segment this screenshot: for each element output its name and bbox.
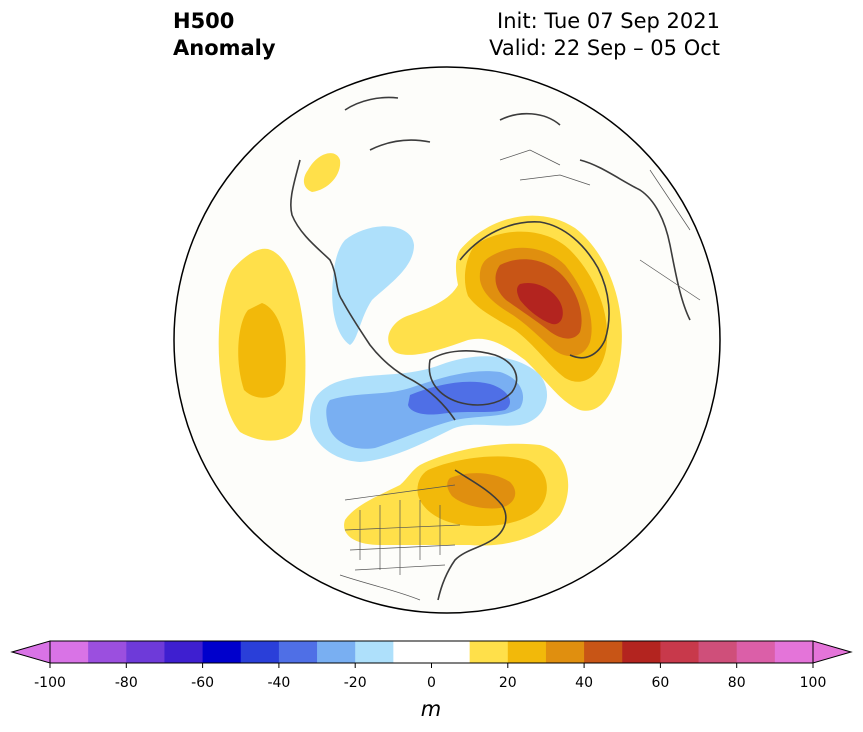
anomaly-eurasia-positive-50 bbox=[517, 282, 563, 325]
colorbar-segment bbox=[202, 641, 242, 663]
anomaly-arctic-negative bbox=[332, 226, 414, 345]
colorbar-tick-label: 40 bbox=[575, 675, 593, 691]
colorbar-tick-label: -100 bbox=[34, 675, 66, 691]
colorbar-segment bbox=[545, 641, 585, 663]
coastline-arctic-islands bbox=[344, 96, 561, 151]
colorbar-segment bbox=[698, 641, 738, 663]
border-states-1 bbox=[359, 500, 441, 575]
map-title: H500 Anomaly bbox=[173, 8, 276, 62]
init-date: Init: Tue 07 Sep 2021 bbox=[497, 9, 720, 33]
colorbar-tick-label: -40 bbox=[267, 675, 290, 691]
political-borders bbox=[339, 149, 701, 601]
colorbar-tick-label: 60 bbox=[651, 675, 669, 691]
colorbar-tick-label: -20 bbox=[344, 675, 367, 691]
colorbar-segment bbox=[126, 641, 165, 663]
colorbar-segment bbox=[584, 641, 623, 663]
colorbar-segment bbox=[317, 641, 356, 663]
anomaly-canada-negative-30 bbox=[408, 381, 510, 415]
colorbar-segments bbox=[50, 641, 814, 663]
colorbar-segment bbox=[660, 641, 700, 663]
colorbar-segment bbox=[393, 641, 471, 663]
colorbar-segment bbox=[355, 641, 394, 663]
colorbar-tick-label: -80 bbox=[115, 675, 138, 691]
coastline-greenland bbox=[428, 350, 518, 406]
colorbar-segment bbox=[507, 641, 547, 663]
colorbar-segment bbox=[469, 641, 509, 663]
anomaly-field bbox=[218, 153, 622, 546]
colorbar-extend-low bbox=[10, 640, 51, 664]
coastline-eurasia bbox=[459, 221, 610, 359]
colorbar-tick-label: 20 bbox=[499, 675, 517, 691]
colorbar: -100 -80 -60 -40 -20 0 20 40 60 80 100 m bbox=[10, 640, 853, 721]
colorbar-segment bbox=[240, 641, 280, 663]
colorbar-tick-label: -60 bbox=[191, 675, 214, 691]
colorbar-unit-label: m bbox=[421, 697, 441, 721]
title-type: Anomaly bbox=[173, 36, 276, 60]
colorbar-extend-high bbox=[812, 640, 853, 664]
anomaly-pacific-positive-core bbox=[238, 303, 286, 398]
coastline-northamerica bbox=[290, 159, 456, 421]
title-variable: H500 bbox=[173, 9, 235, 33]
border-europe bbox=[499, 149, 701, 301]
forecast-info: Init: Tue 07 Sep 2021 Valid: 22 Sep – 05… bbox=[489, 8, 720, 62]
colorbar-segment bbox=[736, 641, 776, 663]
colorbar-tick-label: 0 bbox=[427, 675, 436, 691]
colorbar-tick-label: 80 bbox=[728, 675, 746, 691]
colorbar-segment bbox=[774, 641, 814, 663]
colorbar-segment bbox=[278, 641, 318, 663]
coastlines bbox=[290, 96, 691, 601]
colorbar-segment bbox=[164, 641, 204, 663]
colorbar-ticks: -100 -80 -60 -40 -20 0 20 40 60 80 100 bbox=[34, 663, 826, 691]
colorbar-segment bbox=[88, 641, 127, 663]
anomaly-alaska-positive bbox=[303, 153, 341, 192]
border-us-canada bbox=[344, 484, 456, 501]
polar-map bbox=[173, 66, 721, 614]
colorbar-segment bbox=[50, 641, 89, 663]
colorbar-tick-label: 100 bbox=[800, 675, 827, 691]
border-mexico bbox=[339, 574, 421, 601]
map-boundary bbox=[173, 66, 721, 614]
colorbar-segment bbox=[622, 641, 661, 663]
border-states-2 bbox=[344, 524, 461, 571]
valid-period: Valid: 22 Sep – 05 Oct bbox=[489, 36, 720, 60]
coastline-asia-pacific bbox=[579, 159, 691, 321]
coastline-eastcoast bbox=[437, 469, 507, 601]
